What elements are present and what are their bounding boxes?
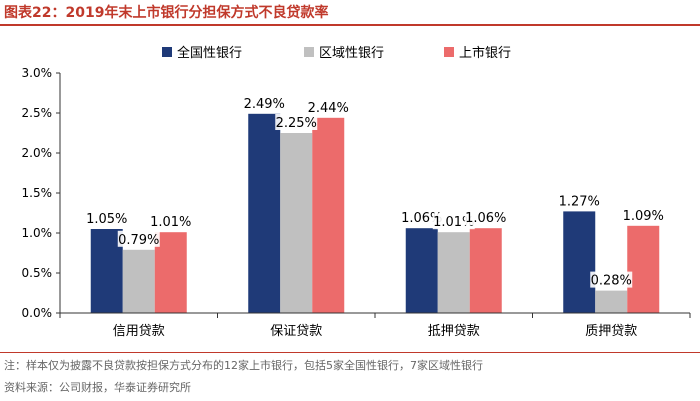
value-label-bg-1-2 [117,230,160,247]
legend: 全国性银行 区域性银行 上市银行 [162,45,511,61]
legend-swatch-3 [444,47,454,57]
value-label-2-2: 2.25% [276,116,317,131]
value-label-bg-3-3 [464,209,507,226]
title-bar: 图表22：2019年末上市银行分担保方式不良贷款率 [0,0,700,24]
value-label-bg-1-3 [149,213,192,230]
bar-1-2 [122,249,155,313]
y-tick-label-0: 0.0% [22,306,53,320]
value-label-2-3: 2.44% [308,101,349,116]
bars: 1.05%0.79%1.01%2.49%2.25%2.44%1.06%1.01%… [85,94,665,313]
bar-4-2 [595,290,628,313]
chart-title: 图表22：2019年末上市银行分担保方式不良贷款率 [4,5,329,21]
value-label-bg-4-2 [590,271,633,288]
value-label-bg-2-2 [275,114,318,130]
value-label-1-1: 1.05% [86,212,127,227]
value-label-4-2: 0.28% [591,274,632,289]
footer-divider [0,352,700,353]
value-label-bg-4-1 [558,192,601,209]
x-tick-label-2: 保证贷款 [270,324,322,339]
bar-3-1 [405,228,438,313]
footnote: 注：样本仅为披露不良贷款按担保方式分布的12家上市银行，包括5家全国性银行，7家… [4,359,483,372]
value-label-2-1: 2.49% [244,97,285,112]
y-tick-label-4: 2.0% [22,146,53,160]
title-divider [0,24,700,26]
bar-2-3 [312,117,345,313]
legend-label-2: 区域性银行 [319,46,384,61]
value-label-3-1: 1.06% [401,211,442,226]
y-tick-label-1: 0.5% [22,266,53,280]
bar-2-1 [248,113,281,313]
value-label-bg-1-1 [85,210,128,226]
y-tick-label-6: 3.0% [22,66,53,80]
x-tick-label-1: 信用贷款 [113,324,165,339]
value-label-bg-2-1 [243,94,286,111]
bar-3-3 [469,228,502,313]
bar-1-3 [154,232,187,313]
y-axis: 0.0% 0.5% 1.0% 1.5% 2.0% 2.5% 3.0% [22,66,61,320]
legend-swatch-1 [162,47,172,57]
y-tick-label-5: 2.5% [22,106,53,120]
legend-swatch-2 [304,47,314,57]
bar-3-2 [437,232,470,313]
value-label-bg-3-2 [432,213,475,230]
value-label-3-3: 1.06% [465,211,506,226]
value-label-4-1: 1.27% [559,194,600,209]
value-label-1-2: 0.79% [118,233,159,248]
source-note: 资料来源：公司财报，华泰证券研究所 [4,381,191,394]
bar-4-1 [563,211,596,313]
x-tick-label-4: 质押贷款 [585,324,637,339]
legend-label-1: 全国性银行 [177,45,242,61]
value-label-3-2: 1.01% [433,215,474,230]
bar-4-3 [627,225,660,313]
y-tick-label-2: 1.0% [22,226,53,240]
value-label-bg-3-1 [400,209,443,226]
chart-area: 全国性银行 区域性银行 上市银行 0.0% 0.5% 1.0% 1.5% 2.0% 2.5% 3… [0,28,700,350]
legend-label-3: 上市银行 [459,45,511,61]
bar-1-1 [90,229,123,313]
value-label-4-3: 1.09% [623,209,664,224]
x-axis: 信用贷款 保证贷款 抵押贷款 质押贷款 [59,312,691,339]
x-tick-label-3: 抵押贷款 [428,324,480,339]
value-label-1-3: 1.01% [150,215,191,230]
value-label-bg-2-3 [307,98,350,115]
y-tick-label-3: 1.5% [22,186,53,200]
bar-2-2 [280,133,313,313]
bar-chart: 全国性银行 区域性银行 上市银行 0.0% 0.5% 1.0% 1.5% 2.0% 2.5% 3… [22,45,691,339]
value-label-bg-4-3 [622,206,665,223]
